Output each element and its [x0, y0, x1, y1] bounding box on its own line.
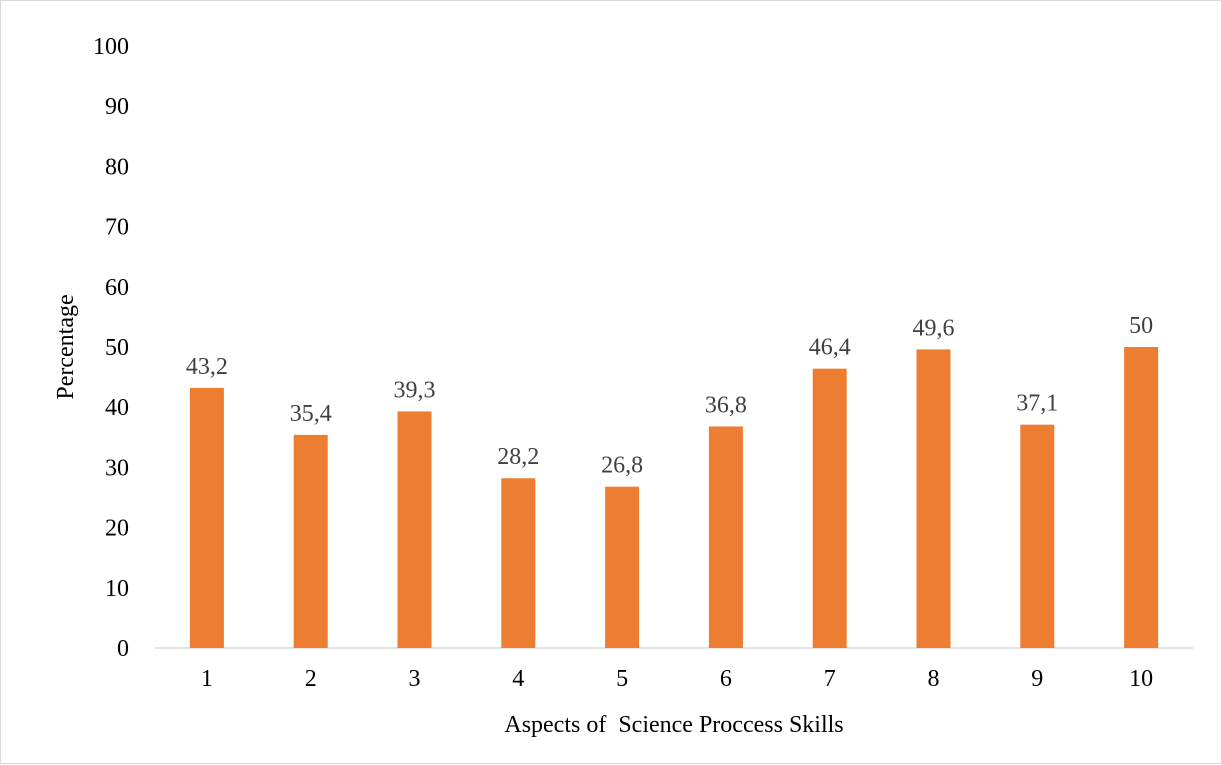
x-tick-label: 8: [928, 666, 940, 692]
x-tick-label: 1: [201, 666, 213, 692]
bar: [1124, 347, 1159, 648]
y-tick-label: 80: [105, 154, 129, 180]
data-label: 50: [1129, 313, 1153, 339]
y-tick-label: 70: [105, 215, 129, 241]
bar: [501, 478, 536, 648]
data-label: 36,8: [705, 392, 747, 418]
x-tick-label: 5: [616, 666, 628, 692]
bars: [189, 347, 1159, 648]
x-axis-ticks: 1 2 3 4 5 6 7 8 9 10: [201, 666, 1153, 692]
x-tick-label: 10: [1129, 666, 1153, 692]
bar: [189, 387, 224, 648]
x-tick-label: 9: [1031, 666, 1043, 692]
x-tick-label: 7: [824, 666, 836, 692]
bar: [293, 434, 328, 648]
bar: [708, 426, 743, 648]
bar: [916, 349, 951, 648]
data-label: 35,4: [290, 401, 332, 427]
bar: [812, 368, 847, 648]
y-tick-label: 90: [105, 94, 129, 120]
bar: [397, 411, 432, 648]
data-label: 39,3: [394, 377, 436, 403]
data-label: 37,1: [1016, 391, 1058, 417]
y-axis-ticks: 0 10 20 30 40 50 60 70 80 90 100: [93, 34, 129, 662]
x-tick-label: 2: [305, 666, 317, 692]
x-axis-title: Aspects of Science Proccess Skills: [504, 712, 843, 738]
data-label: 46,4: [809, 335, 851, 361]
y-tick-label: 0: [117, 636, 129, 662]
bar: [1020, 424, 1055, 648]
y-tick-label: 60: [105, 275, 129, 301]
y-tick-label: 50: [105, 335, 129, 361]
x-tick-label: 6: [720, 666, 732, 692]
data-label: 49,6: [913, 315, 955, 341]
y-tick-label: 100: [93, 34, 129, 60]
bar: [605, 486, 640, 648]
x-tick-label: 3: [409, 666, 421, 692]
y-tick-label: 30: [105, 455, 129, 481]
data-label: 26,8: [601, 453, 643, 479]
y-tick-label: 20: [105, 516, 129, 542]
data-label: 43,2: [186, 354, 228, 380]
x-tick-label: 4: [512, 666, 524, 692]
y-tick-label: 40: [105, 395, 129, 421]
y-axis-title: Percentage: [53, 294, 79, 399]
data-labels: 43,2 35,4 39,3 28,2 26,8 36,8 46,4 49,6 37,1 50: [186, 313, 1153, 479]
data-label: 28,2: [497, 444, 539, 470]
y-tick-label: 10: [105, 576, 129, 602]
